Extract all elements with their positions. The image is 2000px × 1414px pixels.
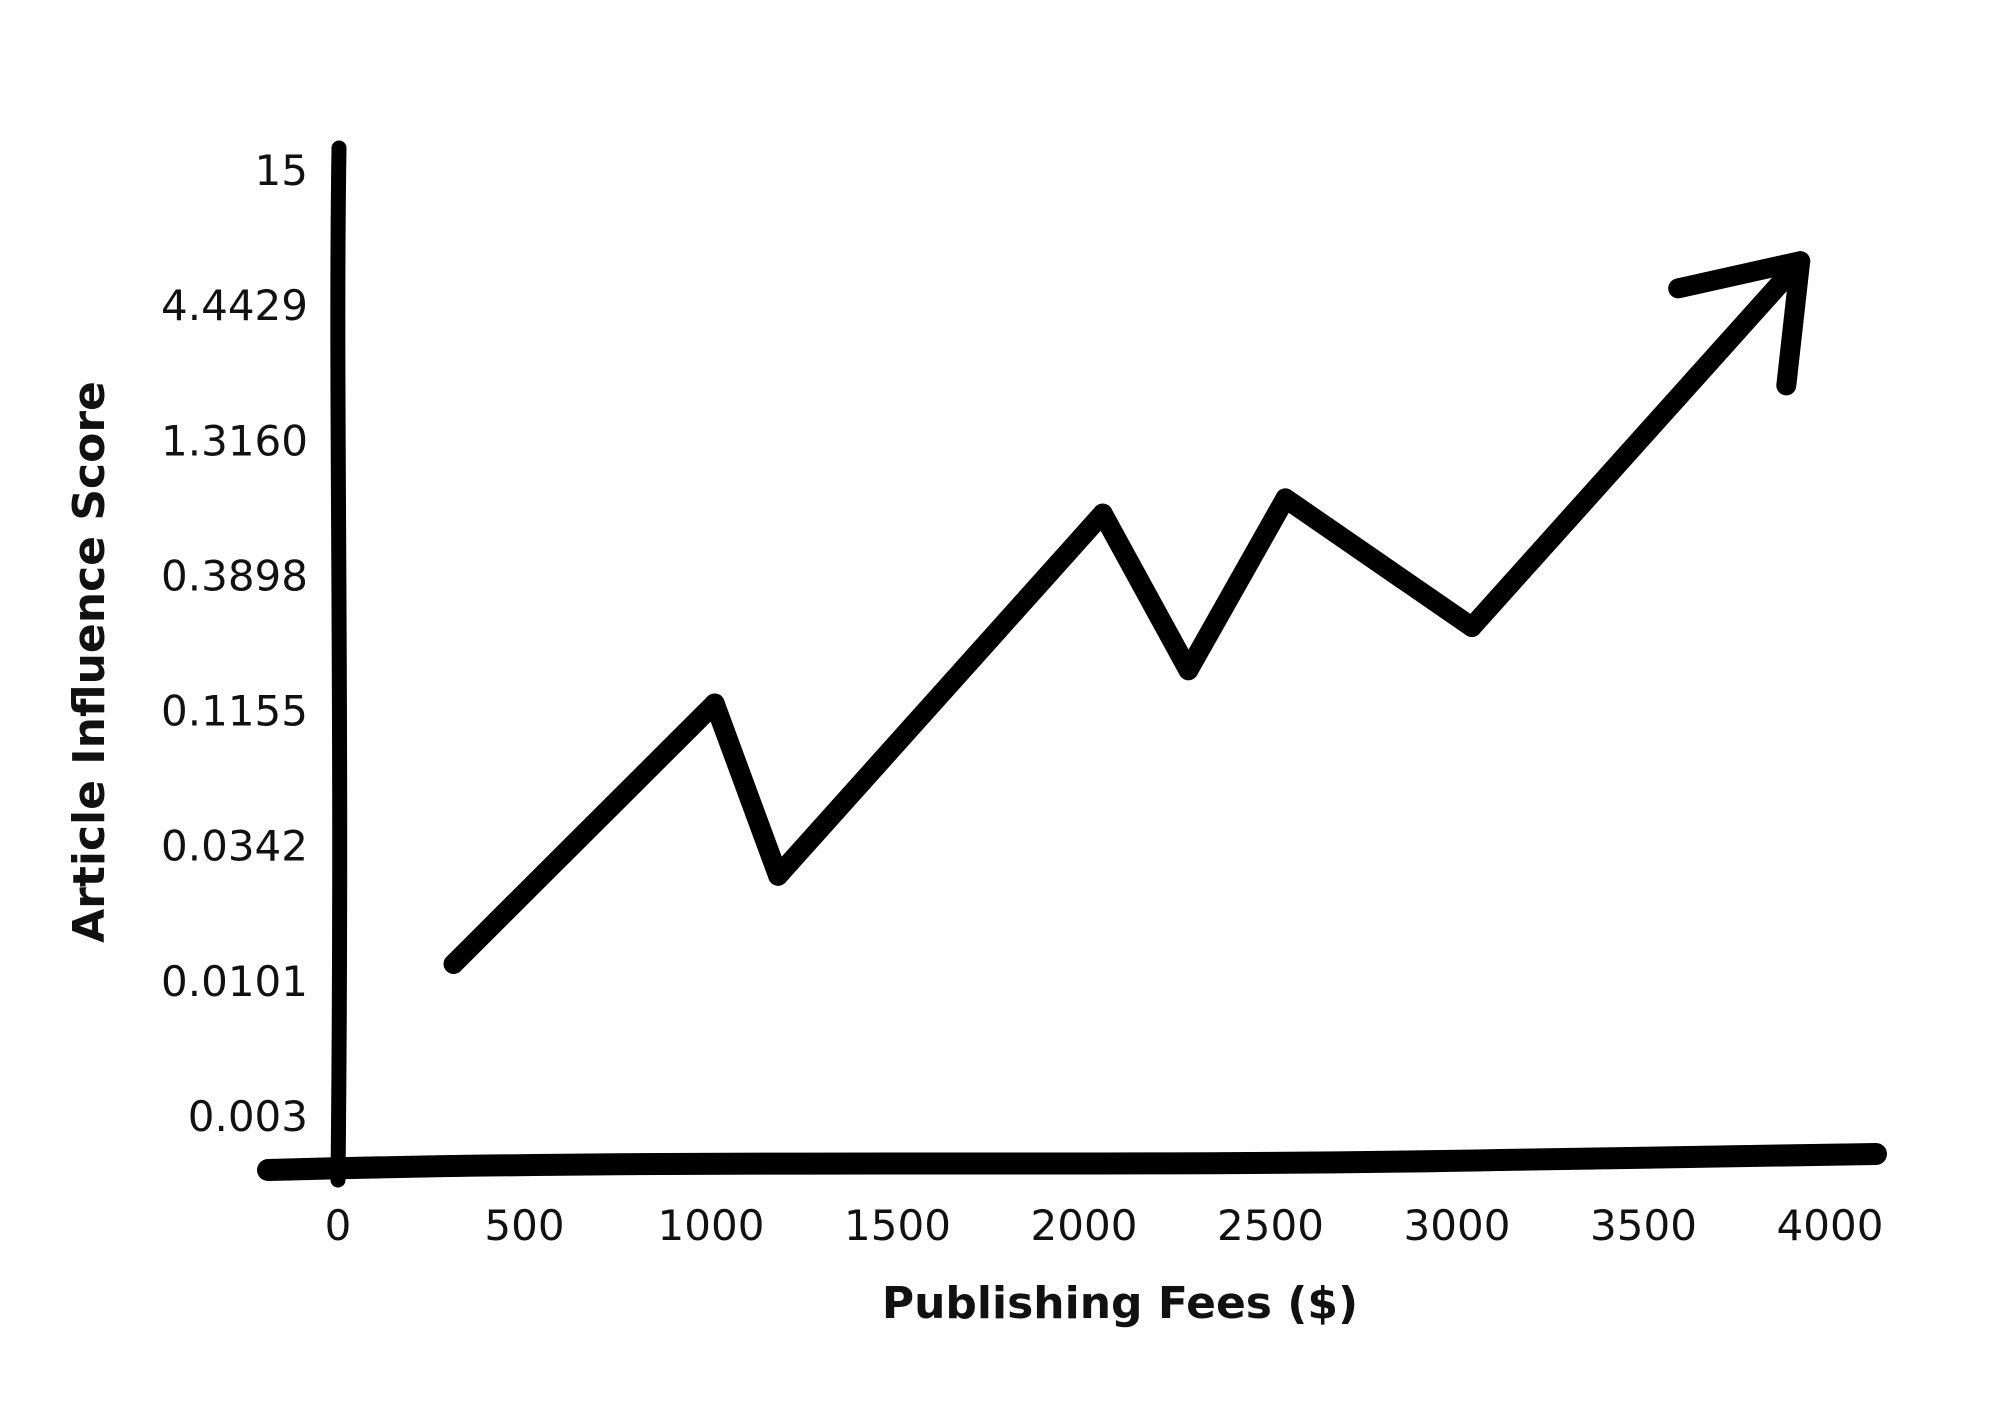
y-tick-label: 1.3160 xyxy=(161,416,308,465)
arrowhead xyxy=(1668,251,1811,396)
x-tick-label: 500 xyxy=(484,1201,564,1250)
y-axis-line xyxy=(330,140,348,1188)
y-tick-label: 4.4429 xyxy=(161,281,308,330)
y-tick-label: 0.0342 xyxy=(161,822,308,871)
y-axis-title: Article Influence Score xyxy=(64,381,115,943)
data-point xyxy=(1092,503,1113,524)
y-tick-label: 0.1155 xyxy=(161,687,308,736)
y-tick-label: 0.3898 xyxy=(161,551,308,600)
y-tick-labels: 0.003 0.0101 0.0342 0.1155 0.3898 1.3160 4.442… xyxy=(161,146,308,1141)
x-axis-title: Publishing Fees ($) xyxy=(882,1278,1358,1329)
x-tick-label: 2000 xyxy=(1031,1201,1138,1250)
data-point xyxy=(768,865,789,886)
y-tick-label: 0.003 xyxy=(188,1092,308,1141)
x-tick-label: 3500 xyxy=(1590,1201,1697,1250)
x-tick-label: 2500 xyxy=(1217,1201,1324,1250)
y-tick-label: 15 xyxy=(255,146,308,195)
x-tick-label: 0 xyxy=(325,1201,352,1250)
y-tick-label: 0.0101 xyxy=(161,957,308,1006)
x-axis-line xyxy=(257,1143,1887,1181)
x-tick-labels: 0 500 1000 1500 2000 2500 3000 3500 4000 xyxy=(325,1201,1884,1250)
series-line xyxy=(443,251,1811,974)
series-group xyxy=(443,251,1811,974)
data-point xyxy=(1461,617,1482,637)
x-tick-label: 1500 xyxy=(844,1201,951,1250)
data-point xyxy=(704,693,725,714)
data-point xyxy=(1178,660,1199,681)
chart-axes xyxy=(257,140,1887,1188)
x-tick-label: 4000 xyxy=(1777,1201,1884,1250)
x-tick-label: 3000 xyxy=(1404,1201,1511,1250)
data-point xyxy=(1275,488,1296,509)
x-tick-label: 1000 xyxy=(658,1201,765,1250)
data-point xyxy=(443,953,464,974)
